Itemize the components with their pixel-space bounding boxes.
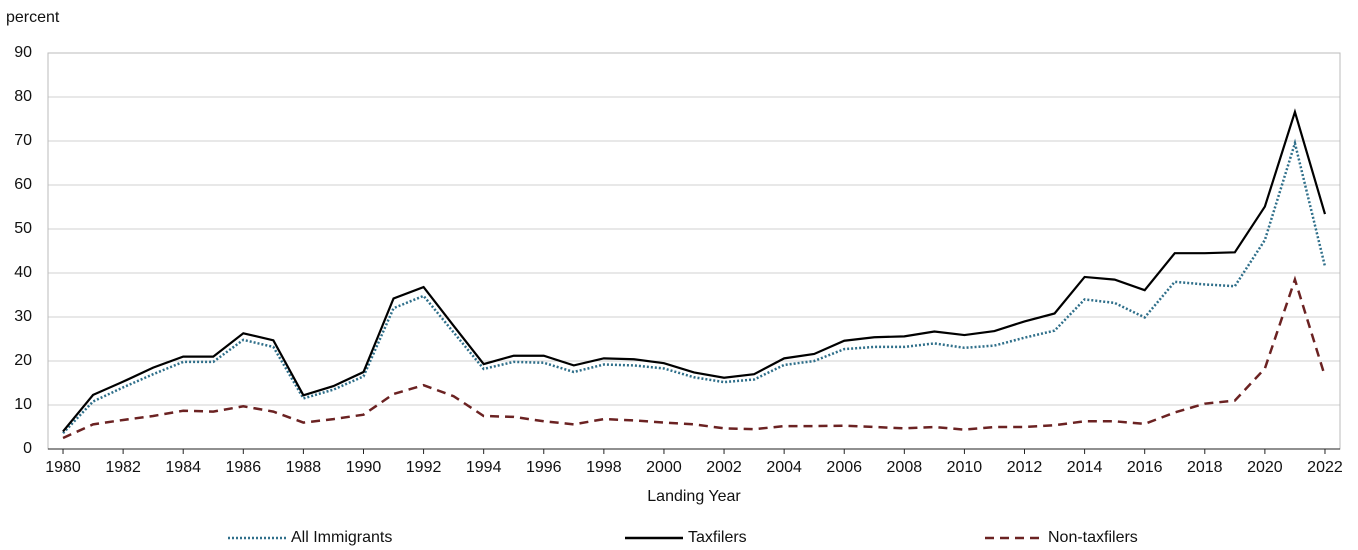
- x-tick-label: 2000: [646, 459, 682, 476]
- x-tick-label: 1988: [286, 459, 322, 476]
- y-unit-label: percent: [6, 9, 60, 26]
- y-tick-label: 90: [14, 44, 32, 61]
- series-line: [62, 108, 1327, 433]
- x-tick-label: 2022: [1307, 459, 1343, 476]
- x-tick-label: 1992: [406, 459, 442, 476]
- plot-frame: [47, 52, 1341, 450]
- x-tick-label: 1998: [586, 459, 622, 476]
- y-tick-label: 70: [14, 132, 32, 149]
- legend-label: All Immigrants: [291, 529, 392, 546]
- x-axis-label: Landing Year: [647, 488, 741, 505]
- y-tick-label: 80: [14, 88, 32, 105]
- x-tick-label: 2010: [947, 459, 983, 476]
- x-tick-label: 2018: [1187, 459, 1223, 476]
- x-tick-label: 1982: [105, 459, 141, 476]
- legend-label: Taxfilers: [688, 529, 747, 546]
- y-tick-label: 20: [14, 352, 32, 369]
- series-line: [62, 275, 1327, 440]
- x-tick-label: 2012: [1007, 459, 1043, 476]
- x-tick-label: 1990: [346, 459, 382, 476]
- x-tick-label: 1980: [45, 459, 81, 476]
- x-tick-label: 2004: [766, 459, 802, 476]
- x-tick-label: 1984: [165, 459, 201, 476]
- x-tick-label: 2002: [706, 459, 742, 476]
- x-tick-label: 1994: [466, 459, 502, 476]
- y-tick-label: 60: [14, 176, 32, 193]
- y-tick-label: 30: [14, 308, 32, 325]
- x-tick-label: 2008: [887, 459, 923, 476]
- series-line: [62, 138, 1327, 435]
- legend-label: Non-taxfilers: [1048, 529, 1138, 546]
- y-tick-label: 40: [14, 264, 32, 281]
- x-tick-label: 2016: [1127, 459, 1163, 476]
- y-tick-label: 50: [14, 220, 32, 237]
- x-tick-label: 2014: [1067, 459, 1103, 476]
- x-tick-label: 1986: [226, 459, 262, 476]
- x-tick-label: 2006: [826, 459, 862, 476]
- x-tick-label: 1996: [526, 459, 562, 476]
- x-tick-label: 2020: [1247, 459, 1283, 476]
- y-tick-label: 0: [23, 440, 32, 457]
- y-tick-label: 10: [14, 396, 32, 413]
